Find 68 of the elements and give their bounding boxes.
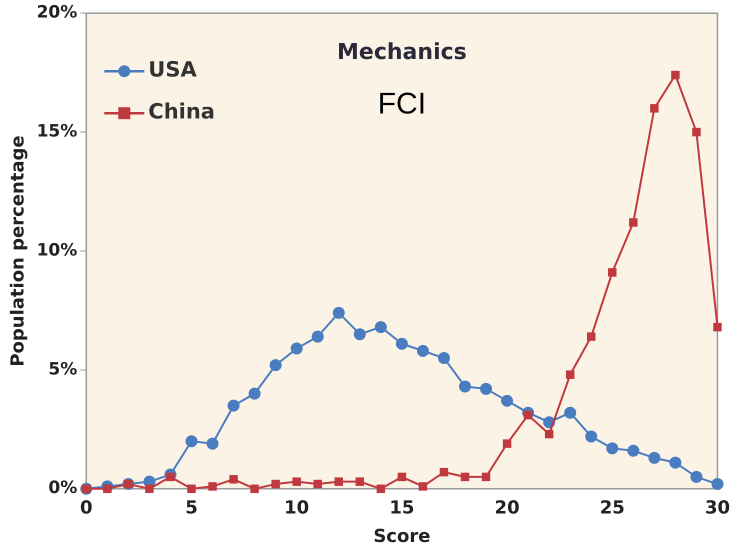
y-tick-label: 0% [48,478,78,498]
y-tick-label: 5% [48,359,78,380]
point [416,344,429,357]
point [629,218,638,227]
annotation: FCI [378,87,426,120]
point [354,328,366,340]
point [713,322,722,332]
point [586,332,596,341]
point [502,439,512,448]
point [312,330,324,343]
point [229,475,238,484]
point [185,435,198,448]
x-tick-label: 20 [494,497,520,518]
x-axis-title: Score [373,526,430,547]
point [228,400,240,412]
point [208,482,217,491]
x-tick-label: 25 [600,497,625,518]
y-tick-label: 10% [36,240,78,260]
y-tick-label: 20% [36,2,78,23]
point [270,359,282,372]
point [711,478,724,490]
point [564,406,576,419]
y-axis-title: Population percentage [7,135,28,367]
point [248,388,261,400]
point [271,480,280,488]
point [671,70,680,80]
point [396,338,408,350]
point [440,468,448,476]
point [459,380,471,393]
point [544,430,554,438]
point [250,484,259,494]
point [292,477,301,486]
point [290,342,303,354]
point [650,104,659,113]
point [398,472,406,482]
text: Mechanics [337,40,467,65]
point [585,430,598,442]
x-tick-label: 15 [389,497,414,518]
point [669,456,682,469]
x-tick-label: 10 [284,497,310,518]
point [334,477,344,486]
point [206,438,219,450]
point [480,382,492,395]
point [606,442,618,454]
legend-label: USA [148,58,198,82]
x-tick-label: 0 [80,497,93,518]
point [627,444,640,457]
point [313,480,322,488]
point [608,268,617,277]
point [332,306,345,319]
legend-label: China [148,100,215,124]
point [692,128,701,136]
point [356,477,364,486]
point [566,370,574,379]
point [438,352,450,364]
point [482,472,490,482]
point [460,472,470,482]
point [690,470,702,483]
point [418,482,428,491]
point [501,394,514,407]
point [376,484,386,494]
point [374,321,387,334]
point [187,484,196,494]
y-tick-label: 15% [36,122,78,142]
point [145,484,154,494]
x-tick-label: 5 [185,497,198,518]
x-tick-label: 30 [704,497,730,518]
point [648,452,660,464]
